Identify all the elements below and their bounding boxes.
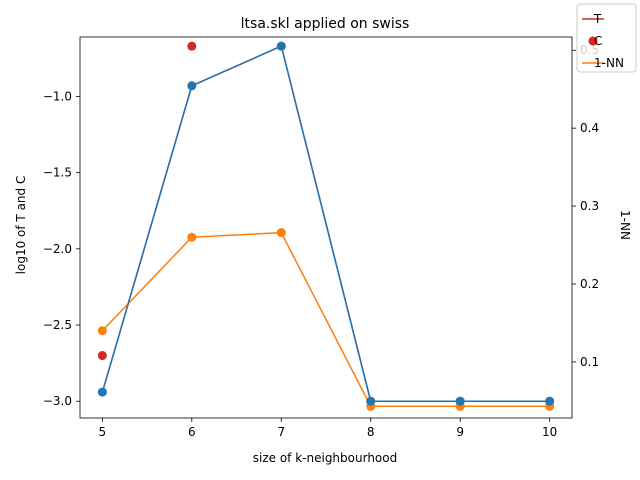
legend-label-c: C: [594, 34, 602, 48]
series-1-nn-point-2: [276, 228, 286, 238]
series-blue-line: [101, 45, 550, 402]
series-blue-point-1: [187, 81, 197, 91]
y-left-tick-label-0: −3.0: [43, 394, 72, 408]
series-c-point-1: [187, 41, 197, 51]
y-left-tick-label-4: −1.0: [43, 89, 72, 103]
x-tick-label-1: 6: [188, 425, 196, 439]
chart-title: ltsa.skl applied on swiss: [241, 16, 410, 32]
series-1-nn-point-1: [187, 232, 197, 242]
legend-marker-c: [588, 36, 598, 46]
x-tick-label-3: 8: [367, 425, 375, 439]
series-blue-point-5: [545, 396, 555, 406]
series-1-nn-line: [101, 231, 550, 408]
series-blue-point-3: [366, 396, 376, 406]
series-blue-point-2: [276, 41, 286, 51]
y-right-tick-label-3: 0.4: [580, 121, 599, 135]
y-right-tick-label-0: 0.1: [580, 355, 599, 369]
plot-area: 5678910−3.0−2.5−2.0−1.5−1.00.10.20.30.40…: [43, 3, 637, 439]
series-blue-point-4: [455, 396, 465, 406]
x-tick-label-2: 7: [277, 425, 285, 439]
series-1-nn-point-0: [97, 326, 107, 336]
series-blue-point-0: [97, 387, 107, 397]
y-right-tick-label-2: 0.3: [580, 199, 599, 213]
x-tick-label-4: 9: [456, 425, 464, 439]
y-axis-right-title: 1-NN: [618, 210, 632, 240]
legend-box: [576, 3, 637, 73]
series-c-point-0: [97, 351, 107, 361]
y-left-tick-label-2: −2.0: [43, 242, 72, 256]
legend-label-t: T: [593, 12, 602, 26]
y-right-tick-label-1: 0.2: [580, 277, 599, 291]
y-left-tick-label-1: −2.5: [43, 318, 72, 332]
axes-frame: [79, 36, 573, 419]
legend-label-1-nn: 1-NN: [594, 56, 624, 70]
x-tick-label-0: 5: [99, 425, 107, 439]
x-tick-label-5: 10: [542, 425, 557, 439]
y-left-tick-label-3: −1.5: [43, 166, 72, 180]
x-axis-title: size of k-neighbourhood: [253, 451, 397, 465]
y-axis-left-title: log10 of T and C: [14, 176, 28, 275]
